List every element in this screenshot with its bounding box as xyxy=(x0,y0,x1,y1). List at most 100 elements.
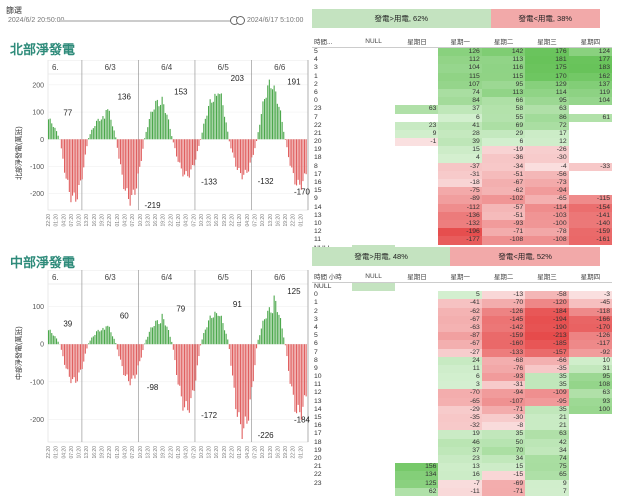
column-header[interactable]: 時間 小時 xyxy=(312,271,352,281)
x-tick-label: 10:20 xyxy=(138,446,144,459)
column-header[interactable]: 星期三 xyxy=(525,271,568,281)
ratio-surplus[interactable]: 發電>用電, 62% xyxy=(312,9,491,28)
net-bar xyxy=(242,139,243,179)
column-header[interactable]: 星期一 xyxy=(439,271,482,281)
net-bar xyxy=(202,133,203,140)
column-header[interactable]: 星期二 xyxy=(482,271,525,281)
net-bar xyxy=(227,339,228,344)
table-cell: 62 xyxy=(395,488,438,496)
net-bar xyxy=(139,344,140,361)
y-tick-label: 0 xyxy=(40,137,44,144)
column-header[interactable]: 星期日 xyxy=(395,36,438,46)
table-cell xyxy=(395,212,438,220)
ratio-deficit[interactable]: 發電<用電, 52% xyxy=(450,247,600,266)
net-bar xyxy=(240,344,241,424)
table-row: 3-67-145-194-166 xyxy=(312,316,612,324)
x-tick-label: 07:20 xyxy=(130,214,136,227)
table-row: 17-31-51-56 xyxy=(312,171,612,179)
table-cell: 35 xyxy=(482,430,525,438)
central-ratio-bar[interactable]: 發電>用電, 48%發電<用電, 52% xyxy=(312,247,600,266)
net-bar xyxy=(232,139,233,152)
north-ratio-bar[interactable]: 發電>用電, 62%發電<用電, 38% xyxy=(312,9,600,28)
table-cell: -30 xyxy=(482,414,525,422)
table-cell: 10 xyxy=(312,373,352,381)
slider-handle-end[interactable] xyxy=(236,16,245,25)
net-bar xyxy=(274,86,275,140)
table-cell: 46 xyxy=(438,439,481,447)
table-cell: 9 xyxy=(395,130,438,138)
x-tick-label: 22:20 xyxy=(46,214,52,227)
net-bar xyxy=(136,139,137,188)
table-cell xyxy=(395,236,438,244)
net-bar xyxy=(173,139,174,142)
table-row: 15-75-62-94 xyxy=(312,187,612,195)
table-cell: 17 xyxy=(312,171,352,179)
y-tick-label: 100 xyxy=(32,110,44,117)
net-bar xyxy=(302,344,303,407)
ratio-surplus[interactable]: 發電>用電, 48% xyxy=(312,247,450,266)
net-bar xyxy=(80,344,81,369)
column-header[interactable]: 星期二 xyxy=(482,36,525,46)
column-header[interactable]: 時間... xyxy=(312,36,352,46)
column-header[interactable]: 星期三 xyxy=(525,36,568,46)
table-cell xyxy=(395,414,438,422)
net-bar xyxy=(304,344,305,395)
table-cell: -70 xyxy=(482,299,525,307)
table-cell xyxy=(569,105,612,113)
table-cell xyxy=(569,171,612,179)
table-cell: -51 xyxy=(482,171,525,179)
column-header[interactable]: 星期一 xyxy=(439,36,482,46)
net-bar xyxy=(98,330,99,344)
net-bar xyxy=(174,139,175,148)
peak-label: 203 xyxy=(231,74,245,83)
table-cell xyxy=(395,349,438,357)
table-cell: -62 xyxy=(482,187,525,195)
table-cell: -133 xyxy=(482,349,525,357)
table-cell: 86 xyxy=(525,114,568,122)
net-bar xyxy=(155,101,156,139)
net-bar xyxy=(299,139,300,184)
net-bar xyxy=(230,139,231,148)
peak-label: -184 xyxy=(294,415,310,424)
table-cell: -115 xyxy=(569,195,612,203)
table-cell xyxy=(569,283,612,291)
ratio-deficit[interactable]: 發電<用電, 38% xyxy=(491,9,600,28)
peak-label: 79 xyxy=(176,304,185,313)
y-tick-label: 200 xyxy=(32,82,44,89)
table-cell: 41 xyxy=(438,122,481,130)
table-cell: 65 xyxy=(525,471,568,479)
net-bar xyxy=(168,330,169,344)
net-bar xyxy=(107,326,108,344)
column-header[interactable]: 星期日 xyxy=(395,271,438,281)
table-cell xyxy=(352,381,395,389)
net-bar xyxy=(70,139,71,202)
table-cell: 2 xyxy=(312,308,352,316)
table-cell xyxy=(352,365,395,373)
table-cell: 15 xyxy=(438,146,481,154)
table-cell: -132 xyxy=(438,220,481,228)
net-bar xyxy=(254,344,255,365)
column-header[interactable]: NULL xyxy=(352,38,395,45)
table-cell: -71 xyxy=(482,406,525,414)
column-header[interactable]: 星期四 xyxy=(569,36,612,46)
x-tick-label: 22:20 xyxy=(107,446,113,459)
table-cell xyxy=(352,389,395,397)
table-cell: -65 xyxy=(525,195,568,203)
column-header[interactable]: 星期四 xyxy=(569,271,612,281)
table-cell xyxy=(352,114,395,122)
net-bar xyxy=(190,139,191,169)
column-header[interactable]: NULL xyxy=(352,273,395,280)
table-cell xyxy=(352,283,395,291)
date-range-slider[interactable] xyxy=(60,20,240,22)
y-tick-label: -200 xyxy=(30,191,44,198)
filter-label[interactable]: 篩選 xyxy=(6,5,22,16)
table-cell xyxy=(395,81,438,89)
peak-label: -133 xyxy=(201,177,218,186)
net-bar xyxy=(64,139,65,172)
table-cell: -194 xyxy=(525,316,568,324)
